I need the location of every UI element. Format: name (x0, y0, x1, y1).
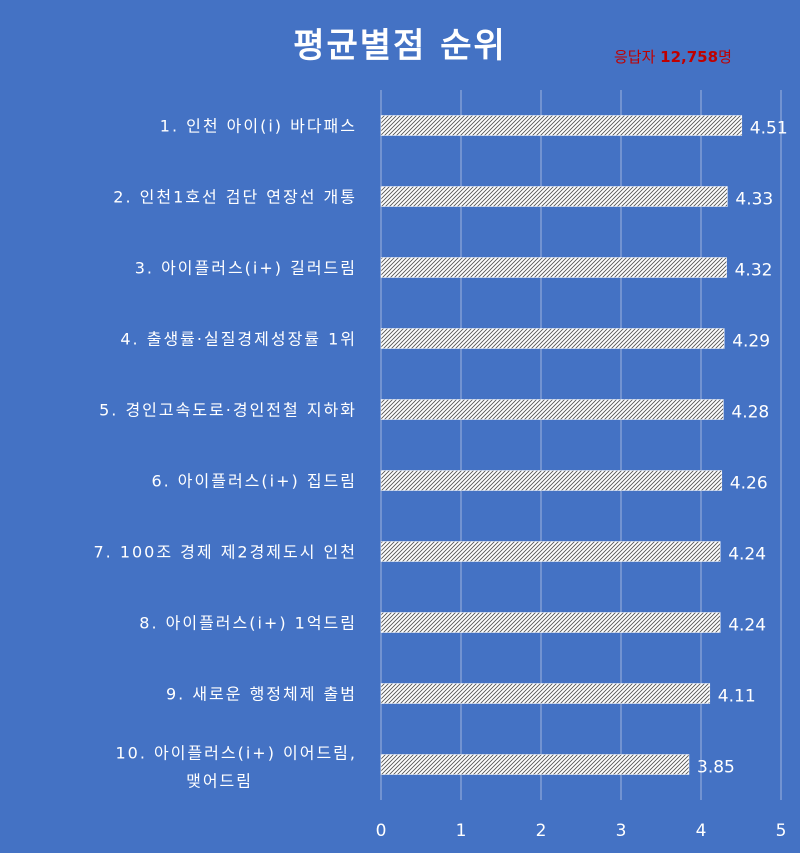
bar (380, 115, 743, 136)
respondent-suffix: 명 (718, 48, 732, 66)
category-labels: 1. 인천 아이(i) 바다패스 2. 인천1호선 검단 연장선 개통 3. 아이플… (93, 117, 357, 791)
bar (380, 186, 728, 207)
x-tick-label: 0 (376, 821, 387, 841)
bar (380, 612, 721, 633)
category-label: 6. 아이플러스(i+) 집드림 (151, 472, 357, 491)
chart-title: 평균별점 순위 (293, 26, 507, 66)
value-label: 4.26 (730, 474, 768, 494)
category-label: 9. 새로운 행정체제 출범 (166, 685, 357, 704)
respondent-count-note: 응답자 12,758명 (614, 46, 732, 67)
category-label: 4. 출생률·실질경제성장률 1위 (120, 330, 357, 349)
bar (380, 754, 690, 775)
bar (380, 399, 724, 420)
x-tick-label: 4 (696, 821, 707, 841)
category-label: 10. 아이플러스(i+) 이어드림, 맺어드림 (115, 744, 357, 791)
bar (380, 470, 723, 491)
category-label: 8. 아이플러스(i+) 1억드림 (139, 614, 357, 633)
category-label: 7. 100조 경제 제2경제도시 인천 (93, 543, 357, 562)
value-label: 4.32 (735, 261, 773, 281)
respondent-prefix: 응답자 (614, 48, 661, 66)
bars (380, 115, 743, 775)
x-axis-ticks: 0 1 2 3 4 5 (376, 821, 787, 841)
value-label: 4.29 (732, 332, 770, 352)
respondent-count: 12,758 (660, 48, 719, 66)
bar (380, 328, 725, 349)
x-tick-label: 2 (536, 821, 547, 841)
bar (380, 541, 721, 562)
x-tick-label: 3 (616, 821, 627, 841)
value-labels: 4.51 4.33 4.32 4.29 4.28 4.26 4.24 4.24 4.11 3.85 (697, 119, 788, 778)
value-label: 4.24 (728, 616, 766, 636)
value-label: 3.85 (697, 758, 735, 778)
value-label: 4.33 (735, 190, 773, 210)
grid-lines (380, 90, 782, 800)
bar (380, 257, 727, 278)
x-tick-label: 5 (776, 821, 787, 841)
category-label: 3. 아이플러스(i+) 길러드림 (135, 259, 357, 278)
category-label: 2. 인천1호선 검단 연장선 개통 (113, 188, 357, 207)
value-label: 4.28 (731, 403, 769, 423)
value-label: 4.24 (728, 545, 766, 565)
category-label: 1. 인천 아이(i) 바다패스 (160, 117, 357, 136)
value-label: 4.11 (718, 687, 756, 707)
category-label: 5. 경인고속도로·경인전철 지하화 (99, 401, 357, 420)
x-tick-label: 1 (456, 821, 467, 841)
bar (380, 683, 711, 704)
value-label: 4.51 (750, 119, 788, 139)
